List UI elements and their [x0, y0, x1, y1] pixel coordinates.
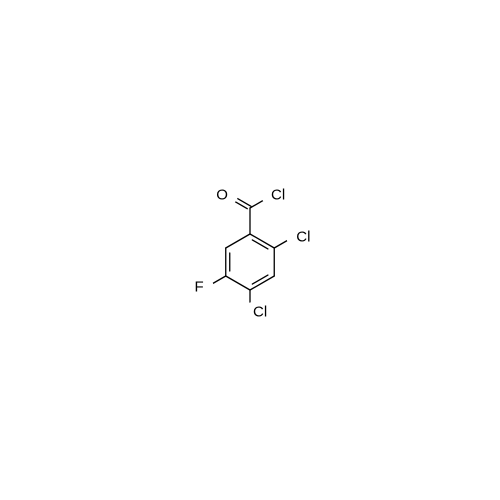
atom-label: F	[195, 279, 204, 296]
molecule-diagram: O Cl Cl Cl F	[0, 0, 500, 500]
atom-label: Cl	[271, 187, 285, 204]
atom-label: O	[216, 187, 228, 204]
atom-label: Cl	[253, 304, 267, 321]
atom-label: Cl	[296, 229, 310, 246]
